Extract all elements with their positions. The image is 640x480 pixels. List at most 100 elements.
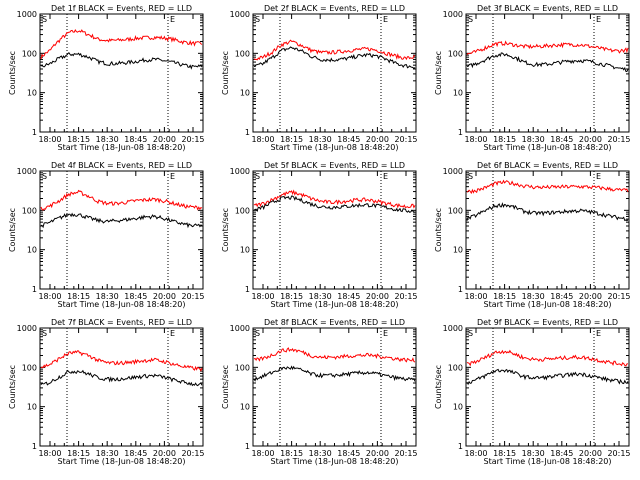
y-tick-label: 1000 (17, 324, 37, 333)
marker-label: E (170, 172, 175, 181)
marker-label: E (596, 329, 601, 338)
x-tick-label: 18:15 (280, 449, 303, 458)
x-tick-label: 20:00 (153, 449, 176, 458)
y-axis-label: Counts/sec (221, 208, 230, 252)
x-tick-label: 18:30 (522, 449, 545, 458)
y-axis-label: Counts/sec (434, 365, 443, 409)
detector-plot-4: Det 4f BLACK = Events, RED = LLD 1 10 100 10… (8, 161, 205, 309)
series-lld-line (40, 350, 203, 372)
y-tick-label: 1 (458, 128, 463, 137)
y-tick-label: 10 (27, 246, 37, 255)
plot-frame (39, 170, 204, 290)
x-tick-label: 18:15 (493, 449, 516, 458)
y-tick-label: 10 (240, 403, 250, 412)
x-tick-label: 18:30 (309, 292, 332, 301)
y-tick-label: 1 (458, 442, 463, 451)
x-tick-label: 20:00 (579, 292, 602, 301)
plot-title: Det 9f BLACK = Events, RED = LLD (477, 318, 618, 327)
marker-label: S (42, 172, 47, 181)
y-tick-label: 1 (245, 128, 250, 137)
y-tick-label: 100 (448, 49, 463, 58)
x-tick-label: 18:30 (522, 292, 545, 301)
marker-label: S (468, 172, 473, 181)
y-tick-label: 100 (235, 206, 250, 215)
x-tick-label: 18:45 (550, 292, 573, 301)
marker-label: E (170, 15, 175, 24)
y-tick-label: 1000 (443, 324, 463, 333)
x-tick-label: 20:00 (366, 135, 389, 144)
marker-label: S (42, 329, 47, 338)
marker-label: E (170, 329, 175, 338)
marker-label: S (468, 329, 473, 338)
x-tick-label: 18:30 (96, 292, 119, 301)
plot-title: Det 5f BLACK = Events, RED = LLD (264, 161, 405, 170)
x-tick-label: 18:45 (124, 135, 147, 144)
plot-frame (252, 13, 417, 133)
x-tick-label: 20:15 (607, 292, 630, 301)
x-tick-label: 18:00 (464, 449, 487, 458)
y-tick-label: 10 (453, 246, 463, 255)
y-tick-label: 1000 (230, 10, 250, 19)
x-axis-label: Start Time (18-Jun-08 18:48:20) (484, 457, 612, 466)
plot-title: Det 6f BLACK = Events, RED = LLD (477, 161, 618, 170)
x-axis-label: Start Time (18-Jun-08 18:48:20) (58, 143, 186, 152)
y-tick-label: 1000 (230, 324, 250, 333)
series-lld-line (466, 40, 629, 55)
y-tick-label: 10 (27, 403, 37, 412)
x-tick-label: 18:45 (337, 135, 360, 144)
x-axis-label: Start Time (18-Jun-08 18:48:20) (58, 300, 186, 309)
x-tick-label: 18:00 (38, 449, 61, 458)
detector-plot-8: Det 8f BLACK = Events, RED = LLD 1 10 100 10… (221, 318, 418, 466)
x-tick-label: 18:30 (309, 135, 332, 144)
x-tick-label: 20:15 (394, 449, 417, 458)
series-lld-line (40, 29, 203, 60)
marker-label: E (383, 15, 388, 24)
y-tick-label: 100 (235, 363, 250, 372)
x-tick-label: 18:15 (67, 135, 90, 144)
detector-plot-7: Det 7f BLACK = Events, RED = LLD 1 10 100 10… (8, 318, 205, 466)
x-tick-label: 18:30 (522, 135, 545, 144)
x-tick-label: 20:15 (181, 449, 204, 458)
detector-plot-9: Det 9f BLACK = Events, RED = LLD 1 10 100 10… (434, 318, 631, 466)
y-axis-label: Counts/sec (8, 51, 17, 95)
x-tick-label: 18:15 (493, 135, 516, 144)
detector-plot-1: Det 1f BLACK = Events, RED = LLD 1 10 100 10… (8, 4, 205, 152)
x-tick-label: 18:00 (251, 135, 274, 144)
y-axis-label: Counts/sec (221, 365, 230, 409)
y-tick-label: 1 (32, 128, 37, 137)
x-axis-label: Start Time (18-Jun-08 18:48:20) (271, 300, 399, 309)
series-events-line (253, 365, 416, 382)
marker-label: E (383, 172, 388, 181)
x-tick-label: 18:45 (337, 292, 360, 301)
plot-frame (39, 13, 204, 133)
x-tick-label: 18:15 (493, 292, 516, 301)
plot-title: Det 8f BLACK = Events, RED = LLD (264, 318, 405, 327)
y-tick-label: 100 (22, 49, 37, 58)
x-tick-label: 20:15 (181, 292, 204, 301)
x-tick-label: 18:15 (67, 449, 90, 458)
x-tick-label: 18:15 (67, 292, 90, 301)
y-tick-label: 1000 (230, 167, 250, 176)
y-tick-label: 10 (240, 89, 250, 98)
x-tick-label: 18:45 (124, 292, 147, 301)
series-lld-line (253, 347, 416, 363)
y-tick-label: 1 (245, 285, 250, 294)
marker-label: S (468, 15, 473, 24)
plot-title: Det 4f BLACK = Events, RED = LLD (51, 161, 192, 170)
y-tick-label: 1000 (443, 167, 463, 176)
series-lld-line (253, 39, 416, 61)
plot-title: Det 7f BLACK = Events, RED = LLD (51, 318, 192, 327)
x-tick-label: 20:00 (366, 292, 389, 301)
x-tick-label: 18:00 (251, 449, 274, 458)
x-tick-label: 20:00 (153, 292, 176, 301)
series-events-line (466, 368, 629, 386)
y-axis-label: Counts/sec (434, 51, 443, 95)
x-tick-label: 18:15 (280, 135, 303, 144)
x-tick-label: 18:00 (464, 135, 487, 144)
y-tick-label: 1 (245, 442, 250, 451)
series-events-line (253, 46, 416, 70)
x-tick-label: 20:00 (366, 449, 389, 458)
x-tick-label: 18:00 (38, 292, 61, 301)
series-lld-line (466, 179, 629, 195)
